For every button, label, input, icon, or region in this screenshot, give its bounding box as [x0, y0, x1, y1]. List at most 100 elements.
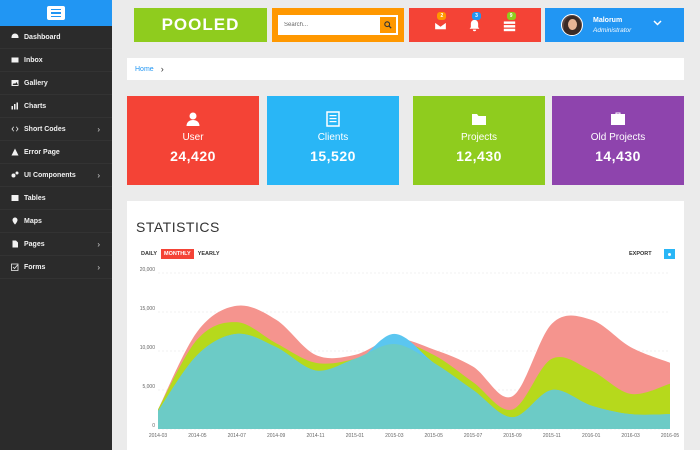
sidebar-item-maps[interactable]: Maps	[0, 210, 112, 233]
y-tick-label: 15,000	[140, 306, 156, 312]
alerts-badge: 3	[471, 12, 481, 20]
x-tick-label: 2015-03	[385, 433, 404, 439]
x-tick-label: 2014-11	[307, 433, 325, 439]
chevron-right-icon: ›	[97, 125, 100, 134]
file-icon	[10, 240, 19, 248]
stat-card-value: 14,430	[595, 148, 641, 164]
stat-card-label: Projects	[460, 132, 498, 143]
area-series-3	[158, 333, 670, 429]
sidebar-item-label: Charts	[24, 102, 47, 110]
table-icon	[10, 194, 19, 202]
messages-badge: 2	[437, 12, 447, 20]
tab-monthly[interactable]: MONTHLY	[161, 249, 194, 259]
tasks-notification[interactable]: 9	[502, 12, 518, 33]
x-tick-label: 2015-05	[425, 433, 444, 439]
sidebar-item-label: Short Codes	[24, 125, 66, 133]
x-tick-label: 2014-03	[149, 433, 168, 439]
x-tick-label: 2016-01	[582, 433, 601, 439]
stat-card-label: Old Projects	[590, 132, 646, 143]
breadcrumb-home-link[interactable]: Home	[135, 65, 154, 73]
user-role: Administrator	[593, 26, 632, 34]
chevron-down-icon[interactable]	[653, 20, 662, 26]
sidebar-item-forms[interactable]: Forms ›	[0, 256, 112, 279]
chevron-right-icon: ›	[97, 171, 100, 180]
user-name: Malorum	[593, 16, 623, 24]
sidebar-item-inbox[interactable]: Inbox	[0, 49, 112, 72]
x-tick-label: 2015-07	[464, 433, 483, 439]
stat-card-user[interactable]: User 24,420	[127, 96, 259, 185]
logo[interactable]: POOLED	[134, 8, 267, 42]
sidebar-item-label: UI Components	[24, 171, 76, 179]
stat-card-old-projects[interactable]: Old Projects 14,430	[552, 96, 684, 185]
sidebar-item-dashboard[interactable]: Dashboard	[0, 26, 112, 49]
map-marker-icon	[10, 217, 19, 225]
x-tick-label: 2015-01	[346, 433, 365, 439]
warning-icon	[10, 148, 19, 156]
sidebar-item-gallery[interactable]: Gallery	[0, 72, 112, 95]
hamburger-icon[interactable]	[47, 6, 65, 20]
export-button[interactable]	[664, 249, 675, 259]
alerts-notification[interactable]: 3	[467, 12, 483, 33]
bar-chart-icon	[10, 102, 19, 110]
stat-card-clients[interactable]: Clients 15,520	[267, 96, 399, 185]
x-tick-label: 2015-09	[503, 433, 522, 439]
sidebar-item-label: Dashboard	[24, 33, 61, 41]
sidebar-item-label: Forms	[24, 263, 46, 271]
x-tick-label: 2014-07	[228, 433, 247, 439]
x-tick-label: 2014-05	[188, 433, 207, 439]
statistics-title: STATISTICS	[136, 219, 220, 235]
messages-notification[interactable]: 2	[432, 12, 448, 33]
chevron-right-icon: ›	[97, 240, 100, 249]
checkbox-icon	[10, 263, 19, 271]
sidebar-item-label: Gallery	[24, 79, 48, 87]
gears-icon	[10, 171, 19, 179]
sidebar-item-short-codes[interactable]: Short Codes ›	[0, 118, 112, 141]
user-menu[interactable]: Malorum Administrator	[545, 8, 684, 42]
search-box	[272, 8, 404, 42]
folder-icon	[472, 114, 486, 125]
tab-yearly[interactable]: YEARLY	[197, 251, 220, 257]
sidebar-item-ui-components[interactable]: UI Components ›	[0, 164, 112, 187]
sidebar-item-pages[interactable]: Pages ›	[0, 233, 112, 256]
briefcase-icon	[611, 112, 625, 125]
sidebar-item-label: Inbox	[24, 56, 43, 64]
y-tick-label: 5,000	[142, 384, 155, 390]
sidebar-item-charts[interactable]: Charts	[0, 95, 112, 118]
statistics-panel: STATISTICS DAILY MONTHLY YEARLY EXPORT 0…	[127, 201, 684, 450]
stat-card-label: User	[182, 132, 204, 143]
y-tick-label: 10,000	[140, 345, 156, 351]
tasks-icon	[503, 20, 516, 31]
y-tick-label: 20,000	[140, 267, 156, 273]
tasks-badge: 9	[506, 12, 516, 20]
sidebar-item-label: Maps	[24, 217, 42, 225]
sidebar-item-label: Error Page	[24, 148, 60, 156]
dot-icon	[668, 252, 671, 256]
sidebar-item-label: Tables	[24, 194, 46, 202]
breadcrumb: Home ›	[127, 58, 684, 80]
stat-card-value: 24,420	[170, 148, 216, 164]
x-tick-label: 2016-05	[661, 433, 680, 439]
sidebar-toggle-button[interactable]	[0, 0, 112, 26]
bell-icon	[470, 19, 480, 31]
search-icon	[384, 21, 392, 29]
sidebar-menu: Dashboard Inbox Gallery Charts Short Codes › E…	[0, 26, 112, 279]
user-icon	[186, 112, 200, 126]
statistics-chart: 0 5,000 10,000 15,000 20,000 2014-03 2014-05 20…	[140, 267, 680, 439]
sidebar-item-tables[interactable]: Tables	[0, 187, 112, 210]
tab-daily[interactable]: DAILY	[141, 251, 157, 257]
breadcrumb-separator: ›	[160, 64, 164, 74]
x-tick-label: 2015-11	[543, 433, 561, 439]
image-icon	[10, 79, 19, 87]
export-label[interactable]: EXPORT	[629, 251, 652, 257]
code-icon	[10, 125, 19, 133]
document-icon	[326, 111, 340, 127]
search-button[interactable]	[380, 17, 396, 33]
stat-card-value: 15,520	[310, 148, 356, 164]
dashboard-icon	[10, 33, 19, 41]
search-input[interactable]	[278, 15, 380, 35]
stat-card-label: Clients	[317, 132, 349, 143]
envelope-icon	[10, 56, 19, 64]
stat-card-projects[interactable]: Projects 12,430	[413, 96, 545, 185]
chevron-right-icon: ›	[97, 263, 100, 272]
sidebar-item-error-page[interactable]: Error Page	[0, 141, 112, 164]
